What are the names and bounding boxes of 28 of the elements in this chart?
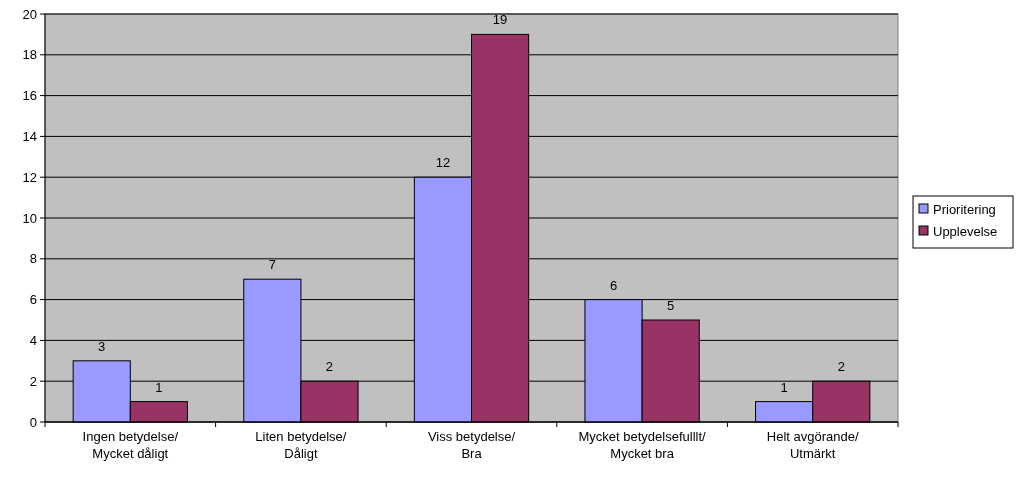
- y-tick-label: 10: [22, 210, 37, 226]
- data-label: 6: [609, 277, 618, 293]
- y-tick-label: 18: [22, 47, 37, 63]
- data-label: 2: [837, 359, 845, 375]
- x-tick-label: Liten betydelse/ Dåligt: [255, 429, 347, 461]
- legend-label: Upplevelse: [933, 223, 998, 239]
- data-label: 12: [435, 155, 451, 171]
- y-tick-label: 20: [22, 6, 37, 22]
- y-tick-label: 12: [22, 169, 37, 185]
- y-tick-label: 6: [29, 292, 37, 308]
- x-tick-label: Mycket betydelsefulllt/ Mycket bra: [578, 429, 707, 461]
- data-label: 2: [325, 359, 334, 375]
- y-tick-label: 2: [29, 373, 37, 389]
- y-tick-label: 16: [22, 88, 37, 104]
- data-label: 7: [268, 257, 276, 273]
- legend-label: Prioritering: [933, 201, 996, 217]
- x-tick-label: Ingen betydelse/ Mycket dåligt: [82, 429, 179, 461]
- y-tick-label: 0: [29, 414, 37, 430]
- x-tick-label: Viss betydelse/ Bra: [427, 429, 516, 461]
- y-tick-label: 14: [22, 128, 37, 144]
- y-tick-label: 8: [29, 251, 37, 267]
- x-tick-label: Helt avgörande/ Utmärkt: [766, 429, 859, 461]
- data-label: 1: [780, 379, 788, 395]
- data-label: 19: [492, 12, 508, 28]
- data-label: 5: [667, 298, 675, 313]
- y-tick-label: 4: [29, 332, 37, 348]
- data-label: 3: [98, 338, 106, 354]
- data-label: 1: [155, 379, 163, 395]
